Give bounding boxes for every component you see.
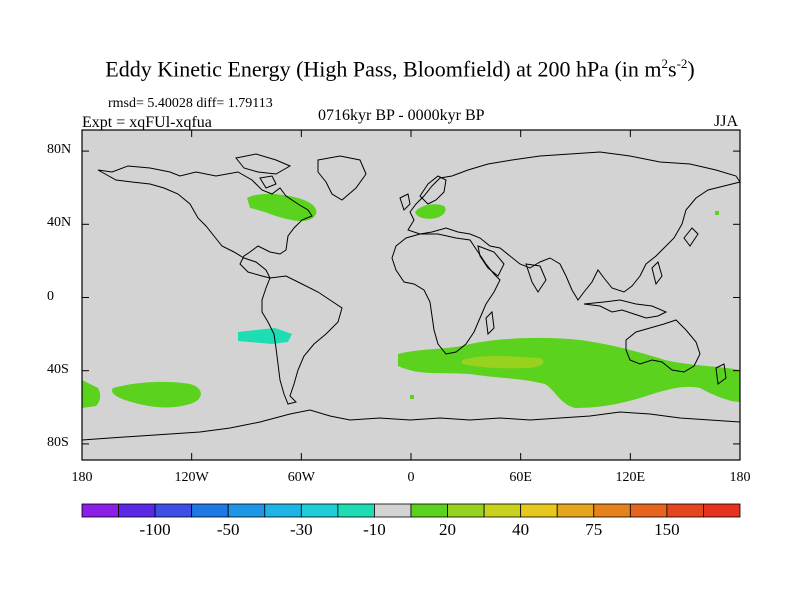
colorbar-swatch xyxy=(81,503,119,518)
colorbar-label: -100 xyxy=(139,520,171,539)
coast-africa xyxy=(391,233,501,355)
coast-indonesia xyxy=(583,299,668,319)
coastlines xyxy=(81,151,741,441)
colorbar-swatch xyxy=(118,503,156,518)
colorbar-label: 20 xyxy=(439,520,457,539)
coast-eurasia xyxy=(407,151,741,301)
lon-tick-label: 60E xyxy=(509,470,532,485)
coast-australia xyxy=(625,319,701,373)
anomaly-southern-ocean xyxy=(398,337,740,408)
colorbar-swatch xyxy=(629,503,668,518)
colorbar-swatch xyxy=(337,503,375,518)
lat-tick-label: 80S xyxy=(47,434,69,450)
lon-tick-label: 180 xyxy=(729,470,751,485)
colorbar-label: 150 xyxy=(654,520,680,539)
anomaly-europe xyxy=(415,204,446,219)
coast-philippines xyxy=(651,261,663,286)
colorbar-label: -30 xyxy=(289,520,313,539)
stats-text: rmsd= 5.40028 diff= 1.79113 xyxy=(108,96,273,111)
colorbar-label: -50 xyxy=(216,520,240,539)
coast-arctic-islands xyxy=(235,153,292,189)
coast-greenland xyxy=(317,155,367,201)
colorbar-swatch xyxy=(374,503,412,518)
period-label: 0716kyr BP - 0000kyr BP xyxy=(318,107,485,124)
lon-tick-label: 180 xyxy=(71,470,93,485)
lon-tick-label: 120E xyxy=(615,470,646,485)
anomaly-south-pacific-cyan xyxy=(238,328,292,344)
colorbar-swatch xyxy=(227,503,266,518)
lat-tick-label: 40N xyxy=(47,215,72,231)
colorbar-swatch xyxy=(520,503,558,518)
lon-tick-label: 120W xyxy=(174,470,209,485)
anomaly-southern-ocean-yellow xyxy=(462,356,544,369)
lon-tick-label: 60W xyxy=(287,470,315,485)
lat-ticks xyxy=(82,150,740,445)
coast-madagascar xyxy=(485,310,495,336)
experiment-label: Expt = xqFUl-xqfua xyxy=(82,114,212,131)
coast-south-america xyxy=(261,275,343,405)
colorbar-swatch xyxy=(300,503,339,518)
lat-tick-label: 40S xyxy=(47,361,69,377)
colorbar-label: 40 xyxy=(512,520,530,539)
anomaly-contours xyxy=(82,193,740,408)
season-label: JJA xyxy=(714,113,739,130)
coast-antarctica xyxy=(81,409,741,441)
colorbar-swatch xyxy=(666,503,704,518)
colorbar-label: -10 xyxy=(363,520,386,539)
anomaly-west-band-1 xyxy=(82,380,101,408)
coast-japan xyxy=(683,227,699,247)
coast-north-america xyxy=(97,165,313,279)
colorbar-swatch xyxy=(410,503,448,518)
anomaly-west-band-2 xyxy=(112,381,201,408)
colorbar-swatch xyxy=(703,503,741,518)
coast-scandinavia xyxy=(419,175,447,205)
colorbar-swatch xyxy=(593,503,631,518)
colorbar-swatch xyxy=(556,503,595,518)
anomaly-speck xyxy=(410,395,414,399)
coast-new-zealand xyxy=(715,363,727,385)
colorbar-swatch xyxy=(264,503,302,518)
lat-tick-label: 0 xyxy=(47,288,54,304)
colorbar-label: 75 xyxy=(585,520,603,539)
lat-tick-label: 80N xyxy=(47,142,72,158)
coast-arabia-india xyxy=(477,245,547,293)
anomaly-pacific-small xyxy=(715,211,719,215)
plot-title: Eddy Kinetic Energy (High Pass, Bloomfie… xyxy=(105,56,695,82)
colorbar-swatch xyxy=(154,503,193,518)
map-background xyxy=(82,130,740,460)
colorbar-swatch xyxy=(447,503,485,518)
colorbar xyxy=(81,503,741,518)
colorbar-swatch xyxy=(191,503,229,518)
colorbar-swatch xyxy=(483,503,522,518)
coast-british-isles xyxy=(399,193,411,211)
lon-ticks xyxy=(81,130,741,460)
anomaly-north-atlantic xyxy=(247,193,317,222)
lon-tick-label: 0 xyxy=(407,470,415,485)
